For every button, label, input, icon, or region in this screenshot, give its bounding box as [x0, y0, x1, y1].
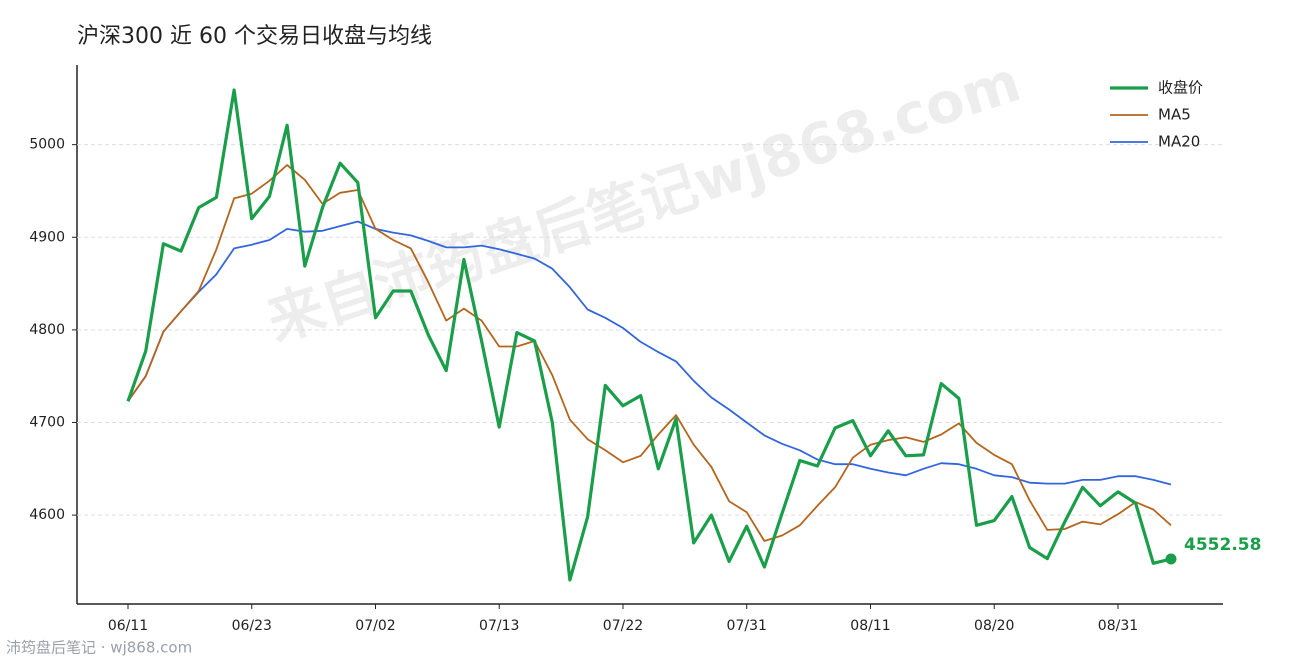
y-tick-label: 5000: [29, 137, 65, 153]
x-tick-label: 07/31: [727, 618, 767, 634]
chart-title: 沪深300 近 60 个交易日收盘与均线: [77, 24, 432, 49]
x-tick-label: 07/22: [603, 618, 643, 634]
legend-label: MA5: [1158, 106, 1191, 124]
x-tick-label: 07/13: [479, 618, 519, 634]
x-tick-label: 06/11: [108, 618, 148, 634]
last-point: [1165, 553, 1177, 565]
y-tick-label: 4900: [29, 229, 65, 245]
legend-label: MA20: [1158, 133, 1200, 151]
last-value-label: 4552.58: [1184, 535, 1261, 555]
y-tick-label: 4600: [29, 507, 65, 523]
x-tick-label: 08/20: [974, 618, 1014, 634]
legend-label: 收盘价: [1158, 79, 1203, 97]
y-tick-label: 4800: [29, 322, 65, 338]
x-tick-label: 08/11: [850, 618, 890, 634]
y-tick-label: 4700: [29, 414, 65, 430]
footer: 沛筠盘后笔记 · wj868.com: [6, 639, 192, 657]
series-line: [126, 88, 1172, 582]
series-line: [127, 164, 1172, 542]
x-tick-label: 07/02: [355, 618, 395, 634]
x-tick-label: 06/23: [232, 618, 272, 634]
x-tick-label: 08/31: [1098, 618, 1138, 634]
